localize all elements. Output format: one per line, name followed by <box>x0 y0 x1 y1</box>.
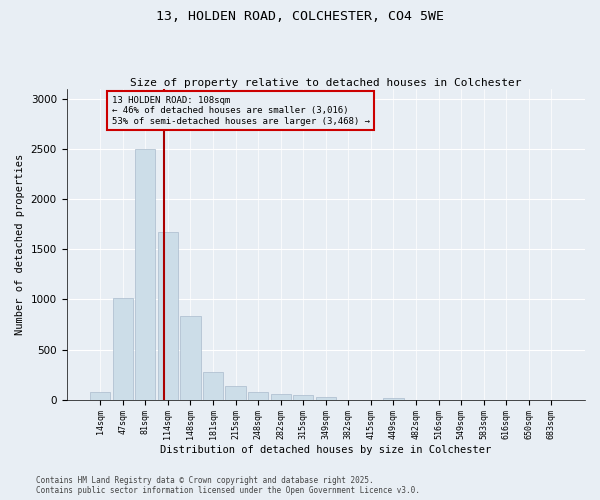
Bar <box>203 372 223 400</box>
Bar <box>271 394 291 400</box>
Text: 13 HOLDEN ROAD: 108sqm
← 46% of detached houses are smaller (3,016)
53% of semi-: 13 HOLDEN ROAD: 108sqm ← 46% of detached… <box>112 96 370 126</box>
Y-axis label: Number of detached properties: Number of detached properties <box>15 154 25 335</box>
Bar <box>158 232 178 400</box>
Bar <box>226 386 246 400</box>
Text: 13, HOLDEN ROAD, COLCHESTER, CO4 5WE: 13, HOLDEN ROAD, COLCHESTER, CO4 5WE <box>156 10 444 23</box>
Title: Size of property relative to detached houses in Colchester: Size of property relative to detached ho… <box>130 78 521 88</box>
Bar <box>316 396 336 400</box>
Bar <box>113 298 133 400</box>
Bar <box>293 395 313 400</box>
Text: Contains HM Land Registry data © Crown copyright and database right 2025.
Contai: Contains HM Land Registry data © Crown c… <box>36 476 420 495</box>
Bar <box>135 149 155 400</box>
X-axis label: Distribution of detached houses by size in Colchester: Distribution of detached houses by size … <box>160 445 491 455</box>
Bar <box>383 398 404 400</box>
Bar <box>248 392 268 400</box>
Bar <box>181 316 200 400</box>
Bar <box>90 392 110 400</box>
